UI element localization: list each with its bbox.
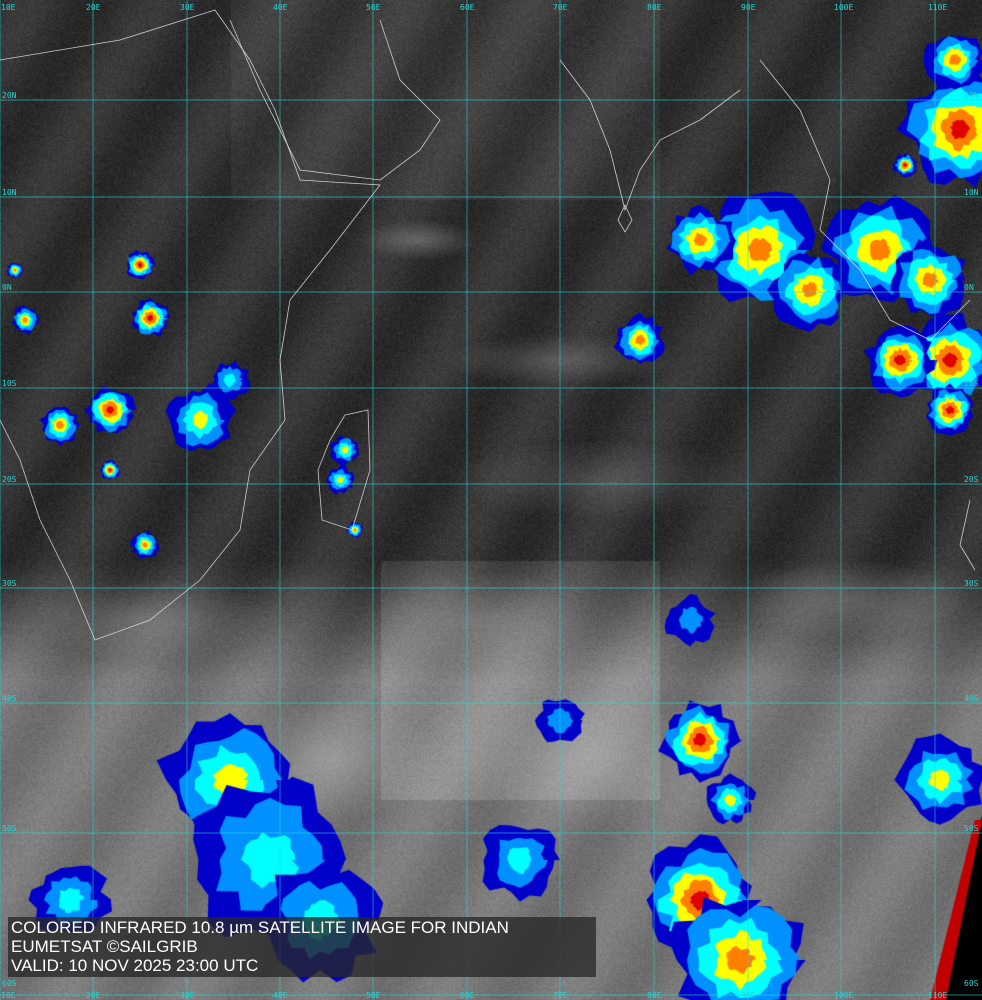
latitude-label: 0N xyxy=(2,283,12,292)
longitude-label: 40E xyxy=(273,3,288,12)
coastline xyxy=(959,499,976,571)
latitude-label: 60S xyxy=(2,979,17,988)
coastline xyxy=(759,59,971,341)
latitude-label: 0N xyxy=(964,283,974,292)
coastline xyxy=(0,9,381,641)
longitude-label: 90E xyxy=(741,991,756,1000)
longitude-label: 60E xyxy=(460,3,475,12)
latitude-label: 20S xyxy=(964,475,979,484)
caption-valid-time: VALID: 10 NOV 2025 23:00 UTC xyxy=(11,956,259,975)
longitude-label: 90E xyxy=(741,3,756,12)
longitude-label: 100E xyxy=(834,3,853,12)
longitude-label: 40E xyxy=(273,991,288,1000)
latitude-label: 30S xyxy=(964,579,979,588)
longitude-label: 80E xyxy=(647,991,662,1000)
latitude-label: 20N xyxy=(2,91,17,100)
longitude-label: 110E xyxy=(928,3,947,12)
coastline xyxy=(617,204,633,233)
longitude-label: 70E xyxy=(553,991,568,1000)
latitude-label: 50S xyxy=(2,824,17,833)
latitude-label: 20N xyxy=(964,91,979,100)
latitude-label: 10N xyxy=(964,188,979,197)
longitude-label: 10E xyxy=(1,991,16,1000)
longitude-label: 50E xyxy=(366,3,381,12)
longitude-label: 20E xyxy=(86,991,101,1000)
longitude-label: 30E xyxy=(180,3,195,12)
longitude-label: 70E xyxy=(553,3,568,12)
coastline xyxy=(559,59,741,212)
longitude-label: 60E xyxy=(460,991,475,1000)
latitude-label: 60S xyxy=(964,979,979,988)
caption-source: EUMETSAT ©SAILGRIB xyxy=(11,937,198,956)
longitude-label: 100E xyxy=(834,991,853,1000)
latitude-label: 50S xyxy=(964,824,979,833)
longitude-label: 20E xyxy=(86,3,101,12)
longitude-label: 10E xyxy=(1,3,16,12)
longitude-label: 30E xyxy=(180,991,195,1000)
latitude-label: 10S xyxy=(964,379,979,388)
image-caption: COLORED INFRARED 10.8 µm SATELLITE IMAGE… xyxy=(8,917,596,977)
coastline xyxy=(317,409,371,531)
caption-title: COLORED INFRARED 10.8 µm SATELLITE IMAGE… xyxy=(11,918,509,937)
coastline xyxy=(229,19,441,181)
longitude-label: 80E xyxy=(647,3,662,12)
longitude-label: 110E xyxy=(928,991,947,1000)
latitude-label: 10S xyxy=(2,379,17,388)
latitude-label: 40S xyxy=(964,694,979,703)
latitude-label: 40S xyxy=(2,694,17,703)
latitude-label: 20S xyxy=(2,475,17,484)
latitude-label: 10N xyxy=(2,188,17,197)
latitude-label: 30S xyxy=(2,579,17,588)
longitude-label: 50E xyxy=(366,991,381,1000)
